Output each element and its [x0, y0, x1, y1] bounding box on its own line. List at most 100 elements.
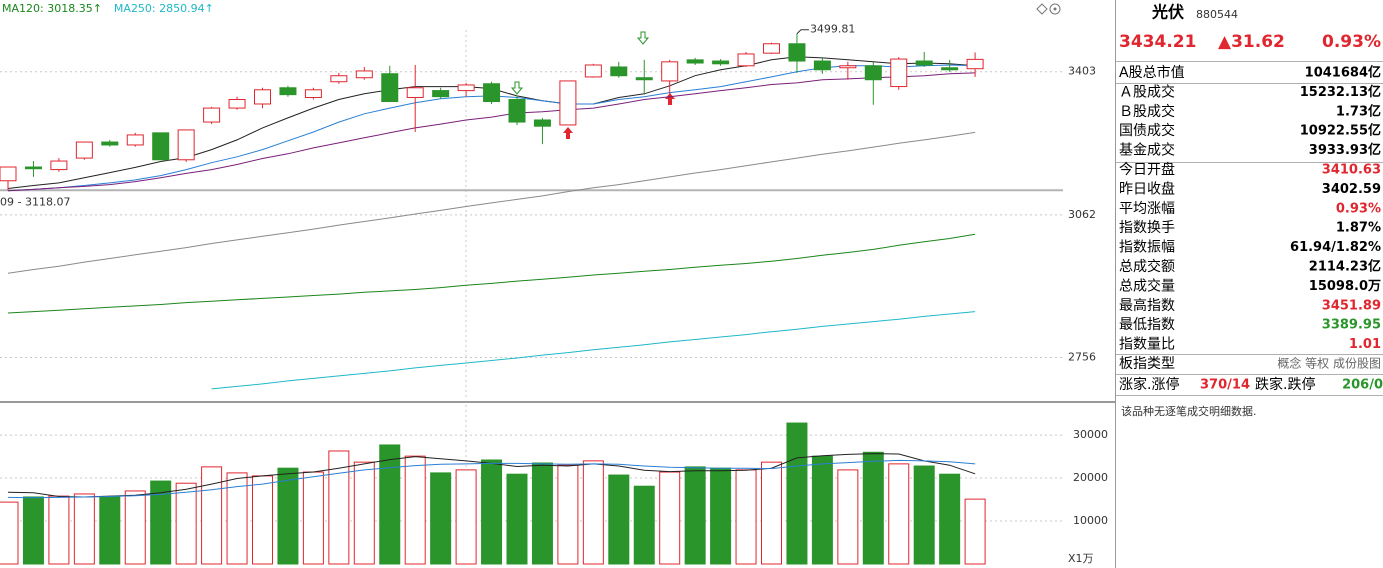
candle-body [126, 134, 144, 146]
volume-bar [964, 498, 986, 565]
ma-line [7, 131, 976, 274]
candle-body [330, 75, 348, 83]
volume-bar [684, 466, 706, 565]
volume-bar [328, 450, 350, 565]
volume-bar [99, 496, 121, 565]
row-label: 最高指数 [1119, 297, 1175, 314]
row-value: 61.94/1.82% [1290, 240, 1381, 255]
candle-body [483, 83, 501, 103]
candle-body [915, 60, 933, 66]
row-value: 3402.59 [1322, 182, 1381, 197]
breadth-label: 跌家.跌停 [1255, 376, 1315, 393]
price: 3434.21 [1119, 32, 1196, 52]
volume-bar [786, 422, 808, 565]
high-leader [796, 29, 809, 35]
row-label: 基金成交 [1119, 142, 1175, 159]
y-tick-label: 2756 [1068, 351, 1096, 364]
candle-body [75, 141, 93, 159]
row-label: 昨日收盘 [1119, 180, 1175, 197]
volume-bar [761, 461, 782, 565]
volume-bar [404, 455, 426, 565]
candle-body [203, 107, 221, 123]
volume-bar [150, 480, 172, 565]
row-label: 平均涨幅 [1119, 201, 1175, 217]
row-label: A股总市值 [1119, 64, 1185, 81]
volume-bar [506, 473, 528, 565]
panel-separators [1116, 61, 1383, 396]
volume-bar [379, 444, 401, 565]
candle-body [839, 65, 857, 69]
candle-body [559, 80, 577, 126]
circle-icon[interactable] [1049, 3, 1061, 15]
candle-body [50, 160, 68, 171]
volume-bar [73, 493, 95, 565]
row-value: 3389.95 [1322, 318, 1381, 333]
candle-body [304, 89, 322, 98]
row-label: 国债成交 [1119, 122, 1175, 139]
sell-arrow [636, 31, 650, 45]
row-value: 15232.13亿 [1300, 84, 1381, 100]
buy-arrow [563, 127, 573, 139]
candle-body [101, 141, 119, 146]
high-annotation: 3499.81 [810, 23, 856, 36]
row-value: 概念 等权 成份股图 [1277, 356, 1381, 371]
y-tick-label: 10000 [1073, 514, 1108, 527]
candle-body [712, 60, 730, 65]
volume-bar [811, 455, 833, 565]
row-value: 1.73亿 [1336, 103, 1381, 119]
candle-body [508, 99, 526, 123]
row-value: 1.01 [1349, 337, 1381, 352]
row-value: 2114.23亿 [1309, 259, 1381, 275]
candle-body [788, 43, 806, 62]
row-value: 15098.0万 [1309, 279, 1381, 294]
change: ▲31.62 [1218, 32, 1285, 52]
y-tick-label: 20000 [1073, 471, 1108, 484]
candle-body [533, 119, 551, 127]
row-value: 1041684亿 [1305, 65, 1381, 81]
volume-bar [608, 474, 630, 565]
y-tick-label: 30000 [1073, 428, 1108, 441]
volume-bar [633, 485, 655, 565]
volume-bar [226, 472, 248, 565]
candle-body [763, 43, 780, 54]
candle-body [966, 58, 984, 70]
row-label: 指数量比 [1119, 337, 1175, 353]
row-label: 指数换手 [1119, 219, 1175, 236]
diamond-icon[interactable] [1036, 3, 1048, 15]
row-value: 1.87% [1336, 221, 1381, 236]
legend-entry: MA120: 3018.35↑ [2, 2, 102, 15]
candle-body [890, 58, 908, 88]
ma-line [211, 311, 976, 390]
candle-body [610, 66, 628, 77]
volume-bar [455, 469, 477, 565]
legend-entry: MA250: 2850.94↑ [114, 2, 214, 15]
row-value: 3451.89 [1322, 298, 1381, 313]
candle-body [0, 166, 17, 182]
signal-arrows [510, 31, 675, 139]
volume-bar [277, 467, 299, 565]
candle-body [686, 59, 704, 64]
y-tick-label: 3062 [1068, 208, 1096, 221]
candle-body [941, 67, 959, 71]
candle-body [864, 65, 882, 81]
row-label: 指数振幅 [1119, 240, 1175, 256]
change-pct: 0.93% [1322, 32, 1381, 52]
candle-body [813, 60, 831, 71]
candle-body [737, 53, 755, 67]
circle-icon-dot [1053, 7, 1057, 11]
volume-bar [837, 469, 859, 565]
ma-line [7, 72, 976, 192]
note: 该品种无逐笔成交明细数据. [1121, 404, 1257, 418]
volume-bar [582, 460, 604, 565]
row-label: Ａ股成交 [1119, 83, 1175, 100]
volume-bar [302, 471, 324, 565]
volume-bar [481, 459, 503, 565]
breadth-value: 206/0 [1342, 378, 1383, 393]
toolbar-icons[interactable] [1036, 3, 1061, 15]
candle-body [152, 132, 170, 161]
candle-body [228, 99, 246, 109]
volume-bar [888, 463, 910, 565]
candle-body [661, 61, 679, 82]
row-value: 3410.63 [1322, 163, 1381, 178]
